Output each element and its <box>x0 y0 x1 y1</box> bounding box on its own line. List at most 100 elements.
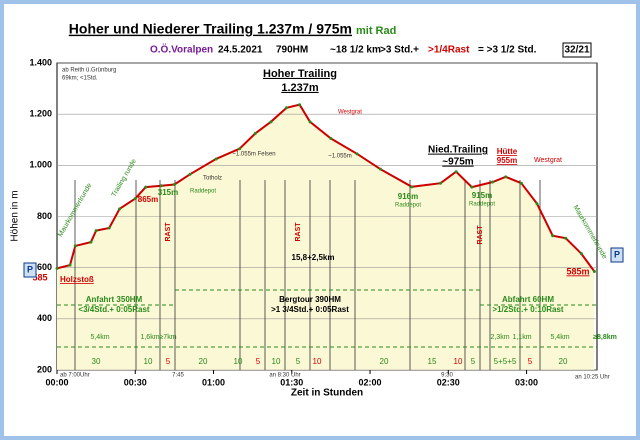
segment-minutes: 10 <box>234 357 243 366</box>
x-tick-label: 01:30 <box>280 377 303 387</box>
annotation: 1,6km <box>140 334 159 341</box>
x-tick-label: 01:00 <box>202 377 225 387</box>
annotation: Anfahrt 350HM <box>86 295 143 304</box>
profile-point <box>94 229 98 233</box>
x-tick-label: 00:00 <box>45 377 68 387</box>
annotation: 865m <box>138 195 158 204</box>
profile-point <box>118 207 122 211</box>
profile-point <box>564 236 568 240</box>
profile-point <box>491 180 495 184</box>
segment-minutes: 5 <box>166 357 171 366</box>
profile-point <box>144 185 148 189</box>
annotation: 1.237m <box>281 82 319 94</box>
annotation: 915m <box>472 191 492 200</box>
annotation: an 8:30 Uhr <box>269 373 300 379</box>
segment-minutes: 5 <box>256 357 261 366</box>
annotation: Raddepot <box>395 203 421 209</box>
profile-point <box>551 234 555 238</box>
profile-point <box>188 172 192 176</box>
annotation: 1,1km <box>512 334 531 341</box>
profile-point <box>579 252 583 256</box>
chart-title: Hoher und Niederer Trailing 1.237m / 975… <box>69 21 352 37</box>
x-tick-label: 00:30 <box>124 377 147 387</box>
subtitle-part: >3 Std.+ <box>380 45 419 56</box>
annotation: ~975m <box>442 157 474 168</box>
annotation: 5,4km <box>550 334 569 341</box>
annotation: Westgrat <box>534 157 562 164</box>
segment-minutes: 20 <box>559 357 568 366</box>
x-tick-label: 02:30 <box>437 377 460 387</box>
annotation: Nied.Trailing <box>428 145 488 156</box>
annotation: ab 7:00Uhr <box>60 373 90 379</box>
annotation: 916m <box>398 192 418 201</box>
profile-point <box>238 147 242 151</box>
profile-point <box>73 244 77 248</box>
annotation: 585m <box>566 266 589 276</box>
segment-minutes: 20 <box>199 357 208 366</box>
y-tick-label: 600 <box>37 262 52 272</box>
profile-point <box>172 183 176 187</box>
y-tick-label: 800 <box>37 211 52 221</box>
profile-point <box>253 131 257 135</box>
annotation: ≥8,8km <box>593 334 617 341</box>
profile-point <box>329 136 333 140</box>
annotation: P <box>27 264 33 274</box>
annotation: ≥7km <box>159 334 176 341</box>
annotation: Westgrat <box>338 110 362 116</box>
profile-point <box>535 202 539 206</box>
annotation: Hütte <box>497 147 518 156</box>
subtitle-part: ~18 1/2 km <box>330 45 381 56</box>
profile-area <box>57 104 595 370</box>
profile-point <box>438 181 442 185</box>
subtitle-part: O.Ö.Voralpen <box>150 43 213 56</box>
annotation: 69km; <1Std. <box>62 76 98 82</box>
profile-point <box>159 184 163 188</box>
segment-minutes: 5 <box>296 357 301 366</box>
subtitle-part: 790HM <box>276 45 308 56</box>
parking-box <box>23 262 37 278</box>
segment-minutes: 5 <box>471 357 476 366</box>
annotation: an 10:25 Uhr <box>575 375 610 381</box>
annotation: Holzstoß <box>60 275 94 284</box>
profile-point <box>89 240 93 244</box>
y-tick-label: 1.400 <box>29 57 52 67</box>
annotation: ab Reith ü.Grünburg <box>62 68 116 74</box>
segment-minutes: 10 <box>272 357 281 366</box>
segment-minutes: 10 <box>454 357 463 366</box>
profile-point <box>592 270 596 274</box>
annotation: >1/2Std.+ 0:10Rast <box>492 305 563 314</box>
annotation: ~1.055m <box>328 154 352 160</box>
profile-point <box>214 157 218 161</box>
y-axis-label: Höhen in m <box>10 190 21 241</box>
annotation: Raddepot <box>190 189 216 195</box>
annotation: Abfahrt 60HM <box>502 295 554 304</box>
profile-line <box>56 103 596 273</box>
profile-point <box>454 170 458 174</box>
annotation: Totholz <box>203 176 222 182</box>
profile-point <box>269 120 273 124</box>
x-tick-label: 03:00 <box>515 377 538 387</box>
y-tick-label: 1.200 <box>29 109 52 119</box>
x-tick-label: 02:00 <box>359 377 382 387</box>
parking-box <box>610 247 624 263</box>
annotation: Bergtour 390HM <box>279 295 341 304</box>
profile-point <box>68 263 72 267</box>
annotation: 7:45 <box>172 373 184 379</box>
subtitle-part: = >3 1/2 Std. <box>478 45 537 56</box>
segment-minutes: 15 <box>428 357 437 366</box>
annotation: 2,3km <box>490 334 509 341</box>
annotation: >1 3/4Std.+ 0:05Rast <box>271 305 349 314</box>
profile-point <box>298 103 302 107</box>
profile-point <box>355 152 359 156</box>
title-suffix: mit Rad <box>356 25 396 37</box>
segment-minutes: 10 <box>144 357 153 366</box>
annotation: ~1.055m Felsen <box>232 152 275 158</box>
annotation: RAST <box>477 225 484 245</box>
subtitle-part: >1/4Rast <box>428 45 470 56</box>
x-axis-label: Zeit in Stunden <box>291 388 363 399</box>
profile-point <box>285 106 289 110</box>
annotation: Hoher Trailing <box>263 68 337 80</box>
annotation: 9:30 <box>441 373 453 379</box>
profile-point <box>308 120 312 124</box>
